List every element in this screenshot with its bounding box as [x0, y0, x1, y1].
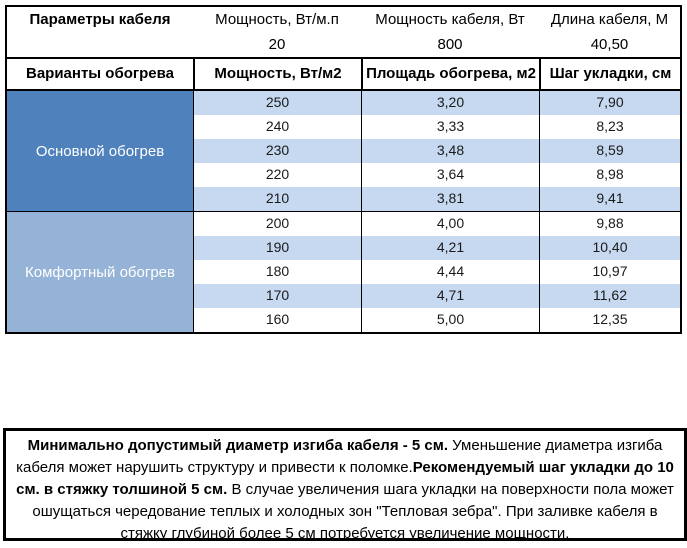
table-cell: 4,44 [361, 260, 539, 284]
table-cell: 8,98 [539, 163, 680, 187]
note-box: Минимально допустимый диаметр изгиба каб… [3, 428, 687, 542]
table-cell: 180 [193, 260, 361, 284]
cable-power-header: Мощность кабеля, Вт [375, 11, 525, 29]
table-cell: 250 [193, 91, 361, 115]
table-cell: 3,81 [361, 187, 539, 211]
empty-cell [7, 34, 193, 57]
power-per-meter-value: 20 [268, 36, 286, 54]
cable-power-value: 800 [437, 36, 463, 54]
table-cell: 3,48 [361, 139, 539, 163]
table-cell: 10,97 [539, 260, 680, 284]
cable-params-header-row: Параметры кабеля Мощность, Вт/м.п Мощнос… [7, 7, 680, 34]
comfort-heating-section: Комфортный обогрев 200 4,00 9,88 190 4,2… [7, 211, 680, 332]
table-cell: 9,41 [539, 187, 680, 211]
table-cell: 200 [193, 212, 361, 236]
table-cell: 4,71 [361, 284, 539, 308]
table-cell: 5,00 [361, 308, 539, 332]
cable-length-header: Длина кабеля, М [550, 11, 669, 29]
table-cell: 4,00 [361, 212, 539, 236]
table-cell: 190 [193, 236, 361, 260]
cable-params-values-row: 20 800 40,50 [7, 34, 680, 57]
table-cell: 8,59 [539, 139, 680, 163]
table-cell: 12,35 [539, 308, 680, 332]
table-cell: 11,62 [539, 284, 680, 308]
table-cell: 7,90 [539, 91, 680, 115]
note-bold-segment: Минимально допустимый диаметр изгиба каб… [27, 437, 449, 454]
cable-length-value: 40,50 [590, 36, 629, 54]
table-cell: 10,40 [539, 236, 680, 260]
table-cell: 240 [193, 115, 361, 139]
table-cell: 220 [193, 163, 361, 187]
note-text-segment: В случае увеличения шага укладки на пове… [32, 481, 674, 542]
comfort-heating-label: Комфортный обогрев [7, 212, 193, 332]
power-per-meter-header: Мощность, Вт/м.п [215, 11, 339, 29]
table-cell: 3,20 [361, 91, 539, 115]
heating-area-header: Площадь обогрева, м2 [361, 59, 539, 89]
power-density-header: Мощность, Вт/м2 [193, 59, 361, 89]
table-cell: 3,64 [361, 163, 539, 187]
heating-variants-header: Варианты обогрева [26, 64, 174, 82]
table-cell: 160 [193, 308, 361, 332]
table-cell: 170 [193, 284, 361, 308]
table-cell: 9,88 [539, 212, 680, 236]
table-cell: 4,21 [361, 236, 539, 260]
table-cell: 230 [193, 139, 361, 163]
table-cell: 8,23 [539, 115, 680, 139]
table-cell: 210 [193, 187, 361, 211]
cable-params-title: Параметры кабеля [29, 11, 171, 29]
cable-heating-table: Параметры кабеля Мощность, Вт/м.п Мощнос… [5, 5, 682, 334]
note-bold-segment: Рекомендуемый шаг укладки до 10 см. в ст… [16, 459, 674, 498]
note-text-segment: Уменьшение диаметра изгиба кабеля может … [16, 437, 663, 476]
main-heating-section: Основной обогрев 250 3,20 7,90 240 3,33 … [7, 91, 680, 211]
table-cell: 3,33 [361, 115, 539, 139]
laying-step-header: Шаг укладки, см [539, 59, 680, 89]
heating-header-row: Варианты обогрева Мощность, Вт/м2 Площад… [7, 57, 680, 91]
main-heating-label: Основной обогрев [7, 91, 193, 211]
